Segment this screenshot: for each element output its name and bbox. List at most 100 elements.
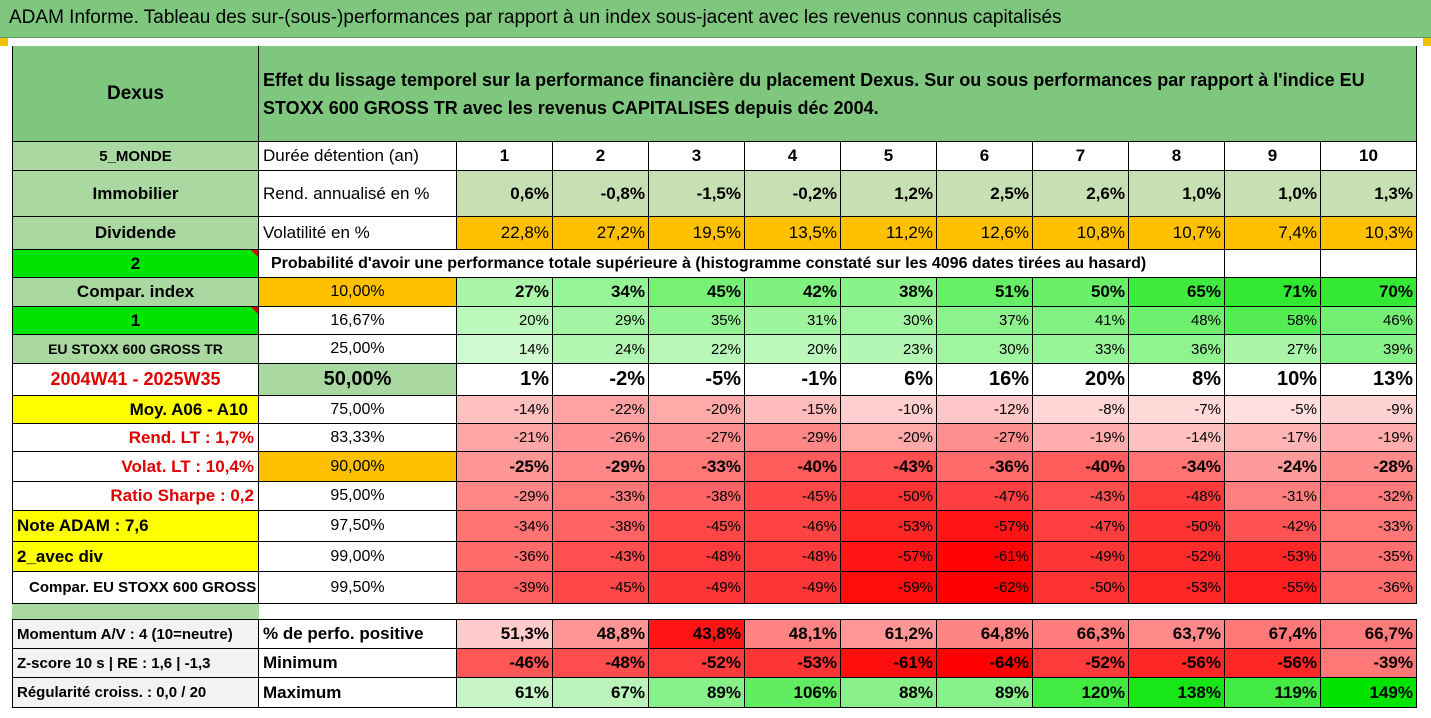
- percentile-value: -40%: [745, 452, 841, 482]
- percentile-value: -48%: [649, 542, 745, 572]
- separator-row: [12, 604, 1417, 619]
- percentile-value: -39%: [457, 572, 553, 604]
- percentile-value: -27%: [937, 424, 1033, 452]
- percentile-value: -50%: [1033, 572, 1129, 604]
- summary-row: Régularité croiss. : 0,0 / 20 Maximum 61% 6…: [12, 678, 1417, 708]
- percentile-value: 37%: [937, 307, 1033, 335]
- percentile-value: 16%: [937, 364, 1033, 396]
- percentile-value: 71%: [1225, 278, 1321, 307]
- percentile-value: 42%: [745, 278, 841, 307]
- percentile-value: -50%: [841, 482, 937, 511]
- percentile-value: 50%: [1033, 278, 1129, 307]
- percentile-value: -31%: [1225, 482, 1321, 511]
- percentile-row: 1 16,67% 20% 29% 35% 31% 30% 37% 41% 48% 58% 46%: [12, 307, 1417, 335]
- percentile-row: Compar. EU STOXX 600 GROSS TR 99,50% -39% -…: [12, 572, 1417, 604]
- summary-value: 119%: [1225, 678, 1321, 708]
- percentile-value: -49%: [649, 572, 745, 604]
- annual-return-value: -0,2%: [745, 171, 841, 217]
- summary-value: 106%: [745, 678, 841, 708]
- percentile-value: -36%: [937, 452, 1033, 482]
- header-description: Effet du lissage temporel sur la perform…: [259, 46, 1417, 142]
- percentile-value: -45%: [649, 511, 745, 542]
- annual-return-value: 1,0%: [1129, 171, 1225, 217]
- year-header: 4: [745, 142, 841, 171]
- volatility-value: 10,3%: [1321, 217, 1417, 250]
- row-side-label: 2_avec div: [12, 542, 259, 572]
- percentile-value: -32%: [1321, 482, 1417, 511]
- annual-return-row: Immobilier Rend. annualisé en % 0,6% -0,8% -…: [12, 171, 1417, 217]
- percentile-value: -33%: [649, 452, 745, 482]
- performance-table: Dexus Effet du lissage temporel sur la pe…: [12, 46, 1417, 718]
- selector-2[interactable]: 2: [12, 250, 259, 278]
- percentile-value: 27%: [1225, 335, 1321, 364]
- percentile-value: -57%: [841, 542, 937, 572]
- year-header: 2: [553, 142, 649, 171]
- header-line-2: STOXX 600 GROSS TR avec les revenus CAPI…: [263, 97, 879, 118]
- annual-return-value: -1,5%: [649, 171, 745, 217]
- summary-value: 43,8%: [649, 619, 745, 649]
- percentile-value: -57%: [937, 511, 1033, 542]
- percentile-value: -15%: [745, 396, 841, 424]
- percentile-value: -46%: [745, 511, 841, 542]
- title-bar: ADAM Informe. Tableau des sur-(sous-)per…: [0, 0, 1431, 38]
- percentile-row: Moy. A06 - A10 75,00% -14% -22% -20% -15% -10%…: [12, 396, 1417, 424]
- percentile-value: -29%: [553, 452, 649, 482]
- percentile-value: 27%: [457, 278, 553, 307]
- percentile-row: Rend. LT : 1,7% 83,33% -21% -26% -27% -29% -20…: [12, 424, 1417, 452]
- volatility-value: 22,8%: [457, 217, 553, 250]
- percentile-value: -43%: [841, 452, 937, 482]
- percentile-value: 30%: [841, 307, 937, 335]
- percentile-value: -61%: [937, 542, 1033, 572]
- percentile-value: -45%: [745, 482, 841, 511]
- summary-value: 88%: [841, 678, 937, 708]
- volatility-value: 7,4%: [1225, 217, 1321, 250]
- summary-value: -56%: [1225, 649, 1321, 678]
- annual-return-value: 1,2%: [841, 171, 937, 217]
- percentile-value: -48%: [745, 542, 841, 572]
- percentile-label: 10,00%: [259, 278, 457, 307]
- percentile-value: 65%: [1129, 278, 1225, 307]
- summary-value: 64,8%: [937, 619, 1033, 649]
- summary-side-label: Z-score 10 s | RE : 1,6 | -1,3: [12, 649, 259, 678]
- summary-label: Minimum: [259, 649, 457, 678]
- percentile-value: -40%: [1033, 452, 1129, 482]
- holding-period-label: Durée détention (an): [259, 142, 457, 171]
- percentile-value: -59%: [841, 572, 937, 604]
- summary-label: % de perfo. positive: [259, 619, 457, 649]
- percentile-value: -28%: [1321, 452, 1417, 482]
- percentile-value: 31%: [745, 307, 841, 335]
- summary-value: 138%: [1129, 678, 1225, 708]
- percentile-label: 16,67%: [259, 307, 457, 335]
- percentile-value: -48%: [1129, 482, 1225, 511]
- summary-value: 61%: [457, 678, 553, 708]
- volatility-value: 10,8%: [1033, 217, 1129, 250]
- percentile-row: 2_avec div 99,00% -36% -43% -48% -48% -57% -61%…: [12, 542, 1417, 572]
- percentile-value: 48%: [1129, 307, 1225, 335]
- percentile-value: 1%: [457, 364, 553, 396]
- percentile-value: 51%: [937, 278, 1033, 307]
- percentile-value: -49%: [745, 572, 841, 604]
- percentile-value: -49%: [1033, 542, 1129, 572]
- year-header: 8: [1129, 142, 1225, 171]
- percentile-value: -34%: [1129, 452, 1225, 482]
- percentile-row: 2004W41 - 2025W35 50,00% 1% -2% -5% -1% 6% 16% 2…: [12, 364, 1417, 396]
- percentile-value: -33%: [1321, 511, 1417, 542]
- percentile-row: Compar. index 10,00% 27% 34% 45% 42% 38% 51% 50%…: [12, 278, 1417, 307]
- percentile-value: -19%: [1033, 424, 1129, 452]
- year-header: 1: [457, 142, 553, 171]
- corner-marker-left: [0, 38, 8, 46]
- percentile-label: 75,00%: [259, 396, 457, 424]
- empty-cell: [1321, 250, 1417, 278]
- summary-value: 63,7%: [1129, 619, 1225, 649]
- percentile-value: -8%: [1033, 396, 1129, 424]
- summary-value: 61,2%: [841, 619, 937, 649]
- summary-value: -61%: [841, 649, 937, 678]
- percentile-row: Note ADAM : 7,6 97,50% -34% -38% -45% -46% -53…: [12, 511, 1417, 542]
- percentile-value: 41%: [1033, 307, 1129, 335]
- percentile-value: -34%: [457, 511, 553, 542]
- percentile-value: 70%: [1321, 278, 1417, 307]
- row-side-label[interactable]: 1: [12, 307, 259, 335]
- summary-value: 149%: [1321, 678, 1417, 708]
- percentile-value: -9%: [1321, 396, 1417, 424]
- percentile-value: 58%: [1225, 307, 1321, 335]
